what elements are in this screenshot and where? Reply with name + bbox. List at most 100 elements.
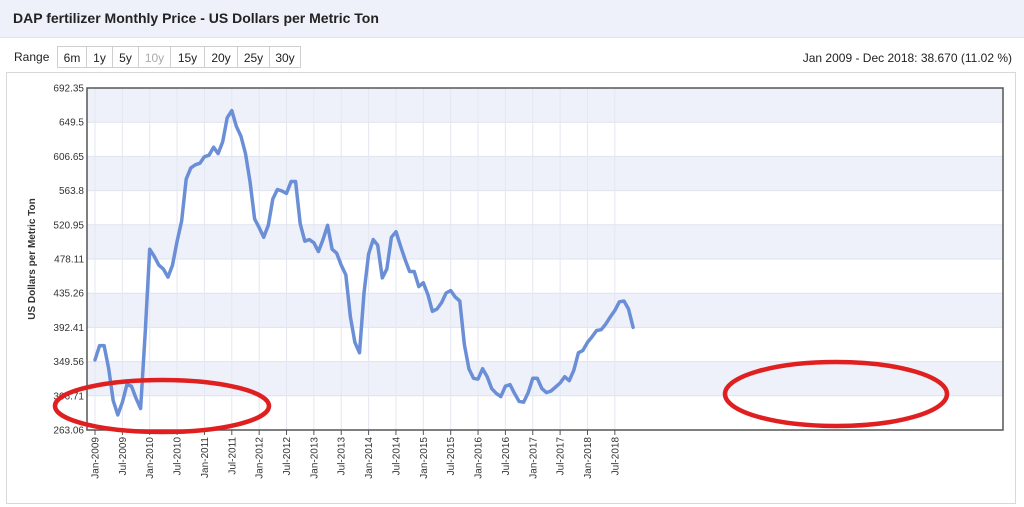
data-point — [221, 140, 224, 143]
data-point — [559, 382, 562, 385]
data-point — [513, 392, 516, 395]
range-label: Range — [14, 50, 50, 64]
data-point — [522, 401, 525, 404]
range-summary: Jan 2009 - Dec 2018: 38.670 (11.02 %) — [802, 51, 1012, 65]
data-point — [509, 383, 512, 386]
data-point — [189, 166, 192, 169]
data-point — [545, 391, 548, 394]
y-tick-label: 435.26 — [53, 289, 84, 300]
x-tick-label: Jul-2014 — [391, 437, 402, 476]
data-point — [376, 244, 379, 247]
data-point — [322, 238, 325, 241]
y-tick-label: 606.65 — [53, 152, 84, 163]
data-point — [94, 358, 97, 361]
x-tick-label: Jan-2013 — [309, 437, 320, 479]
data-point — [604, 323, 607, 326]
x-tick-label: Jan-2012 — [255, 437, 266, 479]
data-point — [112, 399, 115, 402]
y-tick-label: 563.8 — [59, 186, 84, 197]
data-point — [171, 264, 174, 267]
data-point — [463, 343, 466, 346]
y-tick-label: 649.5 — [59, 118, 84, 129]
data-point — [308, 238, 311, 241]
data-point — [98, 344, 101, 347]
y-tick-label: 349.56 — [53, 357, 84, 368]
data-point — [367, 253, 370, 256]
data-point — [180, 220, 183, 223]
data-point — [477, 378, 480, 381]
data-point — [568, 379, 571, 382]
x-tick-label: Jan-2018 — [583, 437, 594, 479]
data-point — [239, 135, 242, 138]
x-tick-label: Jul-2009 — [118, 437, 129, 476]
data-point — [413, 270, 416, 273]
data-point — [481, 367, 484, 370]
data-point — [454, 296, 457, 299]
x-tick-label: Jul-2012 — [282, 437, 293, 476]
chart-frame — [6, 72, 1016, 504]
data-point — [217, 152, 220, 155]
data-point — [157, 264, 160, 267]
data-point — [554, 386, 557, 389]
data-point — [276, 188, 279, 191]
range-button-30y[interactable]: 30y — [269, 46, 301, 68]
data-point — [627, 308, 630, 311]
data-point — [176, 240, 179, 243]
chart-title: DAP fertilizer Monthly Price - US Dollar… — [13, 10, 379, 26]
data-point — [436, 308, 439, 311]
data-point — [285, 192, 288, 195]
data-point — [390, 236, 393, 239]
x-tick-label: Jul-2017 — [556, 437, 567, 476]
data-point — [153, 255, 156, 258]
data-point — [449, 289, 452, 292]
y-axis-label: US Dollars per Metric Ton — [27, 198, 38, 320]
data-point — [531, 377, 534, 380]
range-toolbar: Range 6m 1y 5y 10y 15y 20y 25y 30y Jan 2009 - D… — [0, 46, 1024, 70]
data-point — [595, 329, 598, 332]
plot-border — [86, 87, 1004, 431]
data-point — [572, 369, 575, 372]
data-point — [586, 341, 589, 344]
x-tick-label: Jul-2016 — [501, 437, 512, 476]
data-point — [208, 154, 211, 157]
data-point — [203, 155, 206, 158]
data-point — [121, 401, 124, 404]
data-point — [290, 180, 293, 183]
data-point — [198, 162, 201, 165]
data-point — [372, 238, 375, 241]
y-tick-label: 692.35 — [53, 84, 84, 95]
data-point — [244, 152, 247, 155]
data-point — [335, 252, 338, 255]
data-point — [294, 180, 297, 183]
data-point — [312, 241, 315, 244]
range-button-15y[interactable]: 15y — [170, 46, 205, 68]
data-point — [426, 293, 429, 296]
y-tick-label: 263.06 — [53, 426, 84, 437]
range-button-6m[interactable]: 6m — [57, 46, 87, 68]
grid-band — [87, 224, 1003, 259]
annotation-ellipse-2009 — [52, 377, 272, 435]
x-tick-label: Jan-2015 — [419, 437, 430, 479]
data-point — [226, 116, 229, 119]
data-point — [417, 285, 420, 288]
grid-band — [87, 88, 1003, 123]
data-point — [130, 385, 133, 388]
x-tick-label: Jul-2011 — [227, 437, 238, 475]
data-point — [632, 326, 635, 329]
data-point — [609, 315, 612, 318]
data-point — [116, 413, 119, 416]
data-point — [550, 390, 553, 393]
data-point — [230, 109, 233, 112]
data-point — [495, 392, 498, 395]
data-point — [577, 351, 580, 354]
data-point — [262, 236, 265, 239]
data-point — [135, 397, 138, 400]
data-point — [340, 264, 343, 267]
data-point — [363, 292, 366, 295]
data-point — [144, 331, 147, 334]
range-button-25y[interactable]: 25y — [237, 46, 270, 68]
data-point — [281, 190, 284, 193]
data-point — [185, 178, 188, 181]
data-point — [613, 309, 616, 312]
